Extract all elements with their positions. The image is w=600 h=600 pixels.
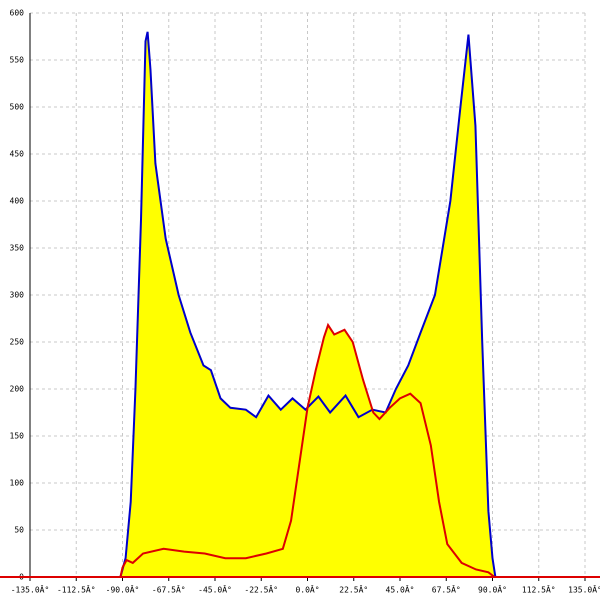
x-tick-label: 45.0Â° [386,584,415,595]
x-tick-label: -45.0Â° [198,584,232,595]
y-tick-label: 500 [10,103,25,112]
series-line [119,31,497,578]
x-tick-label: -67.5Â° [152,584,186,595]
y-tick-label: 400 [10,197,25,206]
y-tick-label: 250 [10,338,25,347]
y-tick-label: 450 [10,150,25,159]
x-tick-label: 90.0Â° [478,584,507,595]
y-tick-label: 100 [10,479,25,488]
y-tick-label: 200 [10,385,25,394]
x-tick-label: -90.0Â° [106,584,140,595]
x-tick-label: 135.0Â° [568,584,600,595]
x-tick-label: -112.5Â° [57,584,96,595]
x-tick-label: 112.5Â° [522,584,556,595]
y-tick-label: 50 [14,526,24,535]
y-tick-label: 350 [10,244,25,253]
x-tick-label: 67.5Â° [432,584,461,595]
series-line [119,322,496,578]
area-fill [120,325,495,577]
y-tick-label: 550 [10,56,25,65]
y-tick-label: 600 [10,9,25,18]
x-tick-label: -135.0Â° [11,584,50,595]
x-tick-label: 0.0Â° [295,584,319,595]
y-tick-label: 150 [10,432,25,441]
x-tick-label: -22.5Â° [244,584,278,595]
x-tick-label: 22.5Â° [339,584,368,595]
y-tick-label: 300 [10,291,25,300]
